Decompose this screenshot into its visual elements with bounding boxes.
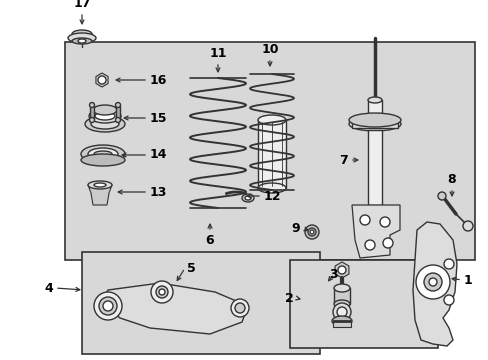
Circle shape: [307, 228, 315, 236]
Circle shape: [151, 281, 173, 303]
Circle shape: [337, 266, 346, 274]
Text: 8: 8: [447, 173, 455, 186]
Circle shape: [428, 278, 436, 286]
Text: 17: 17: [73, 0, 91, 10]
Ellipse shape: [88, 181, 112, 189]
Ellipse shape: [333, 300, 349, 308]
Ellipse shape: [437, 192, 445, 200]
Bar: [333, 288, 349, 304]
Text: 2: 2: [285, 292, 293, 305]
Ellipse shape: [258, 183, 285, 193]
Circle shape: [156, 286, 168, 298]
Bar: [65, 42, 474, 260]
Text: 4: 4: [44, 282, 53, 294]
Bar: [82, 252, 319, 354]
Text: 14: 14: [150, 148, 167, 162]
Circle shape: [89, 117, 94, 122]
Ellipse shape: [348, 113, 400, 127]
Ellipse shape: [93, 105, 117, 115]
Circle shape: [89, 103, 94, 108]
Ellipse shape: [85, 116, 125, 132]
Text: 11: 11: [209, 47, 226, 60]
Text: 10: 10: [261, 43, 278, 56]
Circle shape: [305, 225, 318, 239]
Bar: [351, 120, 397, 128]
Ellipse shape: [242, 194, 253, 202]
Ellipse shape: [348, 117, 400, 131]
Circle shape: [159, 289, 164, 295]
Ellipse shape: [94, 151, 112, 157]
Circle shape: [462, 221, 472, 231]
Text: 13: 13: [150, 185, 167, 198]
Polygon shape: [100, 283, 247, 334]
Ellipse shape: [81, 154, 125, 166]
Polygon shape: [88, 185, 112, 205]
Bar: [116, 106, 120, 120]
Polygon shape: [412, 222, 456, 346]
Circle shape: [423, 273, 441, 291]
Polygon shape: [351, 205, 399, 258]
Text: 9: 9: [291, 221, 299, 234]
Polygon shape: [96, 73, 108, 87]
Bar: [367, 100, 381, 116]
Ellipse shape: [331, 316, 351, 326]
Ellipse shape: [333, 284, 349, 292]
Ellipse shape: [244, 196, 250, 200]
Ellipse shape: [91, 119, 119, 129]
Circle shape: [332, 303, 350, 321]
Circle shape: [235, 303, 244, 313]
Text: 12: 12: [264, 189, 281, 202]
Circle shape: [103, 301, 113, 311]
Text: 1: 1: [463, 274, 472, 287]
Bar: [90, 106, 94, 120]
Bar: [367, 130, 381, 205]
Text: 3: 3: [329, 267, 338, 280]
Polygon shape: [334, 262, 348, 278]
Circle shape: [359, 215, 369, 225]
Ellipse shape: [72, 30, 92, 38]
Ellipse shape: [68, 33, 96, 43]
Ellipse shape: [258, 115, 285, 125]
Ellipse shape: [78, 39, 86, 43]
Circle shape: [379, 217, 389, 227]
Circle shape: [115, 103, 120, 108]
Bar: [258, 120, 285, 188]
Ellipse shape: [367, 97, 381, 103]
Bar: [332, 321, 350, 327]
Circle shape: [115, 117, 120, 122]
Text: 15: 15: [150, 112, 167, 125]
Ellipse shape: [95, 112, 115, 120]
Circle shape: [99, 297, 117, 315]
Ellipse shape: [89, 109, 121, 123]
Circle shape: [98, 76, 106, 84]
Ellipse shape: [94, 183, 106, 187]
Bar: [289, 260, 437, 348]
Circle shape: [94, 292, 122, 320]
Ellipse shape: [72, 38, 92, 44]
Circle shape: [443, 259, 453, 269]
Ellipse shape: [81, 145, 125, 163]
Text: 16: 16: [150, 73, 167, 86]
Circle shape: [309, 230, 313, 234]
Circle shape: [382, 238, 392, 248]
Circle shape: [336, 307, 346, 317]
Circle shape: [364, 240, 374, 250]
Text: 7: 7: [339, 153, 347, 166]
Ellipse shape: [88, 148, 118, 160]
Circle shape: [230, 299, 248, 317]
Text: 6: 6: [205, 234, 214, 247]
Text: 5: 5: [186, 261, 195, 274]
Circle shape: [443, 295, 453, 305]
Circle shape: [415, 265, 449, 299]
